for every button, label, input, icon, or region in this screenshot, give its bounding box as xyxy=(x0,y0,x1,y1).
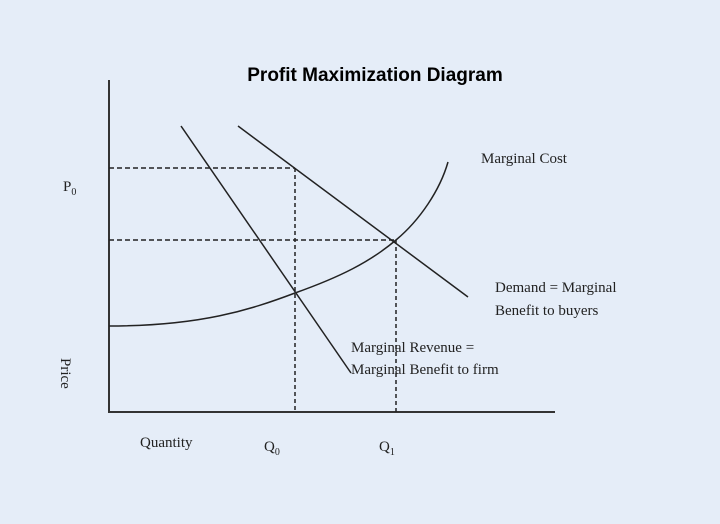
q0-label: Q0 xyxy=(264,439,280,458)
marginal-revenue-line xyxy=(180,125,352,374)
diagram-title: Profit Maximization Diagram xyxy=(247,65,503,86)
price-axis-label: Price xyxy=(57,358,73,389)
mr-label-line2: Marginal Benefit to firm xyxy=(351,362,499,378)
mr-label-line1: Marginal Revenue = xyxy=(351,340,474,356)
marginal-cost-label: Marginal Cost xyxy=(481,151,568,167)
demand-label-line2: Benefit to buyers xyxy=(495,303,598,319)
demand-label-line1: Demand = Marginal xyxy=(495,280,617,296)
marginal-cost-curve xyxy=(108,161,449,327)
q1-label: Q1 xyxy=(379,439,395,458)
demand-line xyxy=(237,125,469,298)
p0-label: P0 xyxy=(63,179,76,198)
quantity-axis-label: Quantity xyxy=(140,435,193,451)
